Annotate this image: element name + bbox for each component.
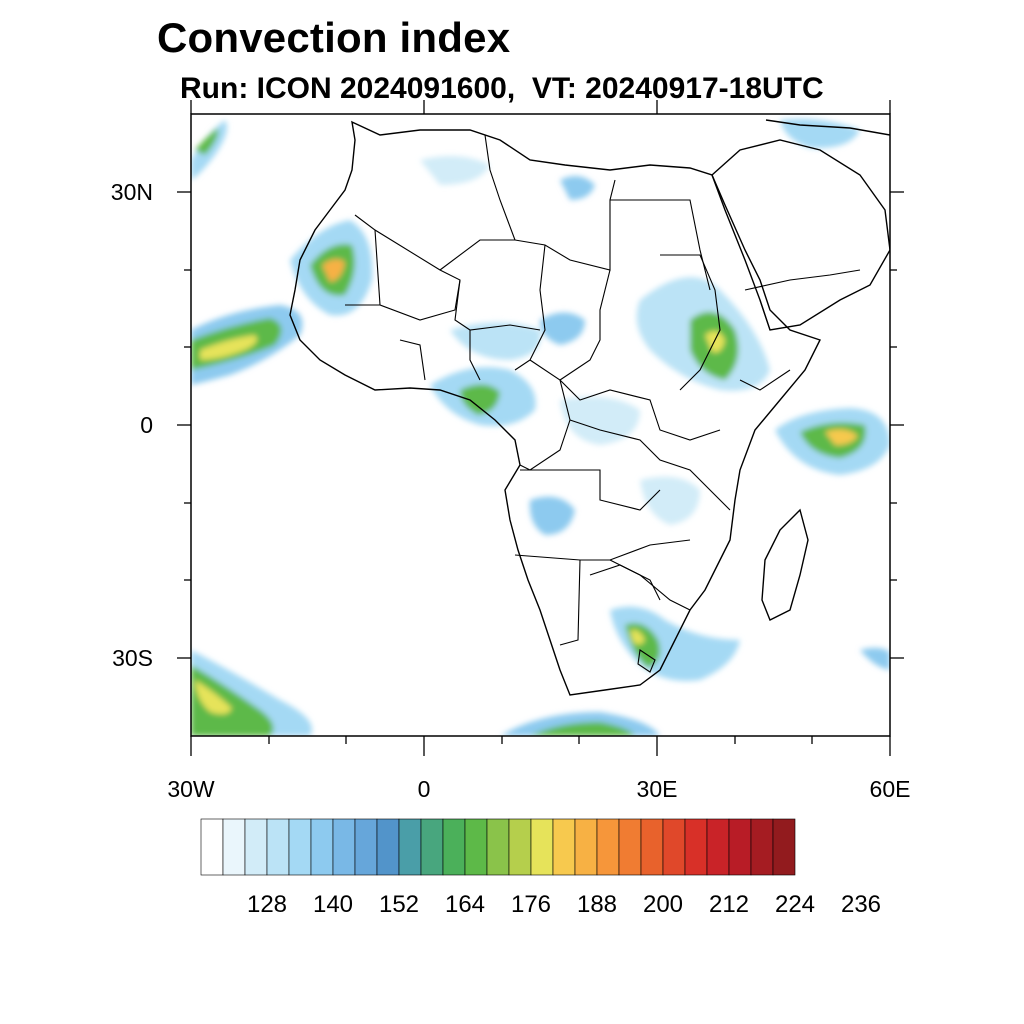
- colorbar-swatch: [398, 818, 422, 876]
- colorbar-label: 128: [247, 891, 287, 918]
- colorbar-swatch: [442, 818, 466, 876]
- convection-field: [191, 118, 890, 736]
- colorbar-label: 176: [511, 891, 551, 918]
- colorbar-swatch: [288, 818, 312, 876]
- colorbar-label: 152: [379, 891, 419, 918]
- coastlines: [289, 119, 890, 696]
- colorbar-swatch: [222, 818, 246, 876]
- map-subtitle: Run: ICON 2024091600, VT: 20240917-18UTC: [180, 72, 824, 105]
- colorbar-label: 164: [445, 891, 485, 918]
- tick-marks: [177, 100, 904, 756]
- colorbar: [200, 818, 796, 876]
- colorbar-swatch: [574, 818, 598, 876]
- colorbar-label: 236: [841, 891, 881, 918]
- colorbar-swatch: [750, 818, 774, 876]
- lat-label-30s: 30S: [112, 645, 153, 671]
- colorbar-swatch: [552, 818, 576, 876]
- colorbar-label: 200: [643, 891, 683, 918]
- colorbar-swatch: [354, 818, 378, 876]
- colorbar-swatch: [706, 818, 730, 876]
- colorbar-label: 212: [709, 891, 749, 918]
- lat-label-30n: 30N: [111, 179, 153, 205]
- colorbar-swatch: [464, 818, 488, 876]
- colorbar-swatch: [596, 818, 620, 876]
- colorbar-swatch: [486, 818, 510, 876]
- field-nigeria: [460, 384, 500, 415]
- lon-label-30e: 30E: [637, 776, 678, 802]
- colorbar-swatch: [640, 818, 664, 876]
- colorbar-swatch: [618, 818, 642, 876]
- colorbar-swatch: [684, 818, 708, 876]
- colorbar-swatch: [772, 818, 796, 876]
- plot-area: [191, 114, 890, 736]
- colorbar-swatch: [728, 818, 752, 876]
- africa-coastline: [289, 120, 821, 696]
- lon-label-60e: 60E: [870, 776, 911, 802]
- colorbar-swatch: [200, 818, 224, 876]
- colorbar-swatch: [420, 818, 444, 876]
- colorbar-swatch: [508, 818, 532, 876]
- map-title: Convection index: [157, 14, 511, 61]
- colorbar-swatch: [662, 818, 686, 876]
- colorbar-labels: 128 140 152 164 176 188 200 212 224 236: [247, 891, 881, 918]
- colorbar-swatch: [530, 818, 554, 876]
- colorbar-label: 224: [775, 891, 815, 918]
- colorbar-label: 140: [313, 891, 353, 918]
- country-borders: [345, 134, 861, 673]
- madagascar-coastline: [761, 508, 809, 621]
- colorbar-label: 188: [577, 891, 617, 918]
- lon-label-30w: 30W: [167, 776, 215, 802]
- colorbar-swatch: [266, 818, 290, 876]
- colorbar-swatch: [310, 818, 334, 876]
- arabia-coastline: [711, 139, 890, 331]
- colorbar-swatch: [244, 818, 268, 876]
- colorbar-swatch: [332, 818, 356, 876]
- lon-label-0: 0: [418, 776, 431, 802]
- lat-label-0: 0: [140, 412, 153, 438]
- colorbar-swatch: [376, 818, 400, 876]
